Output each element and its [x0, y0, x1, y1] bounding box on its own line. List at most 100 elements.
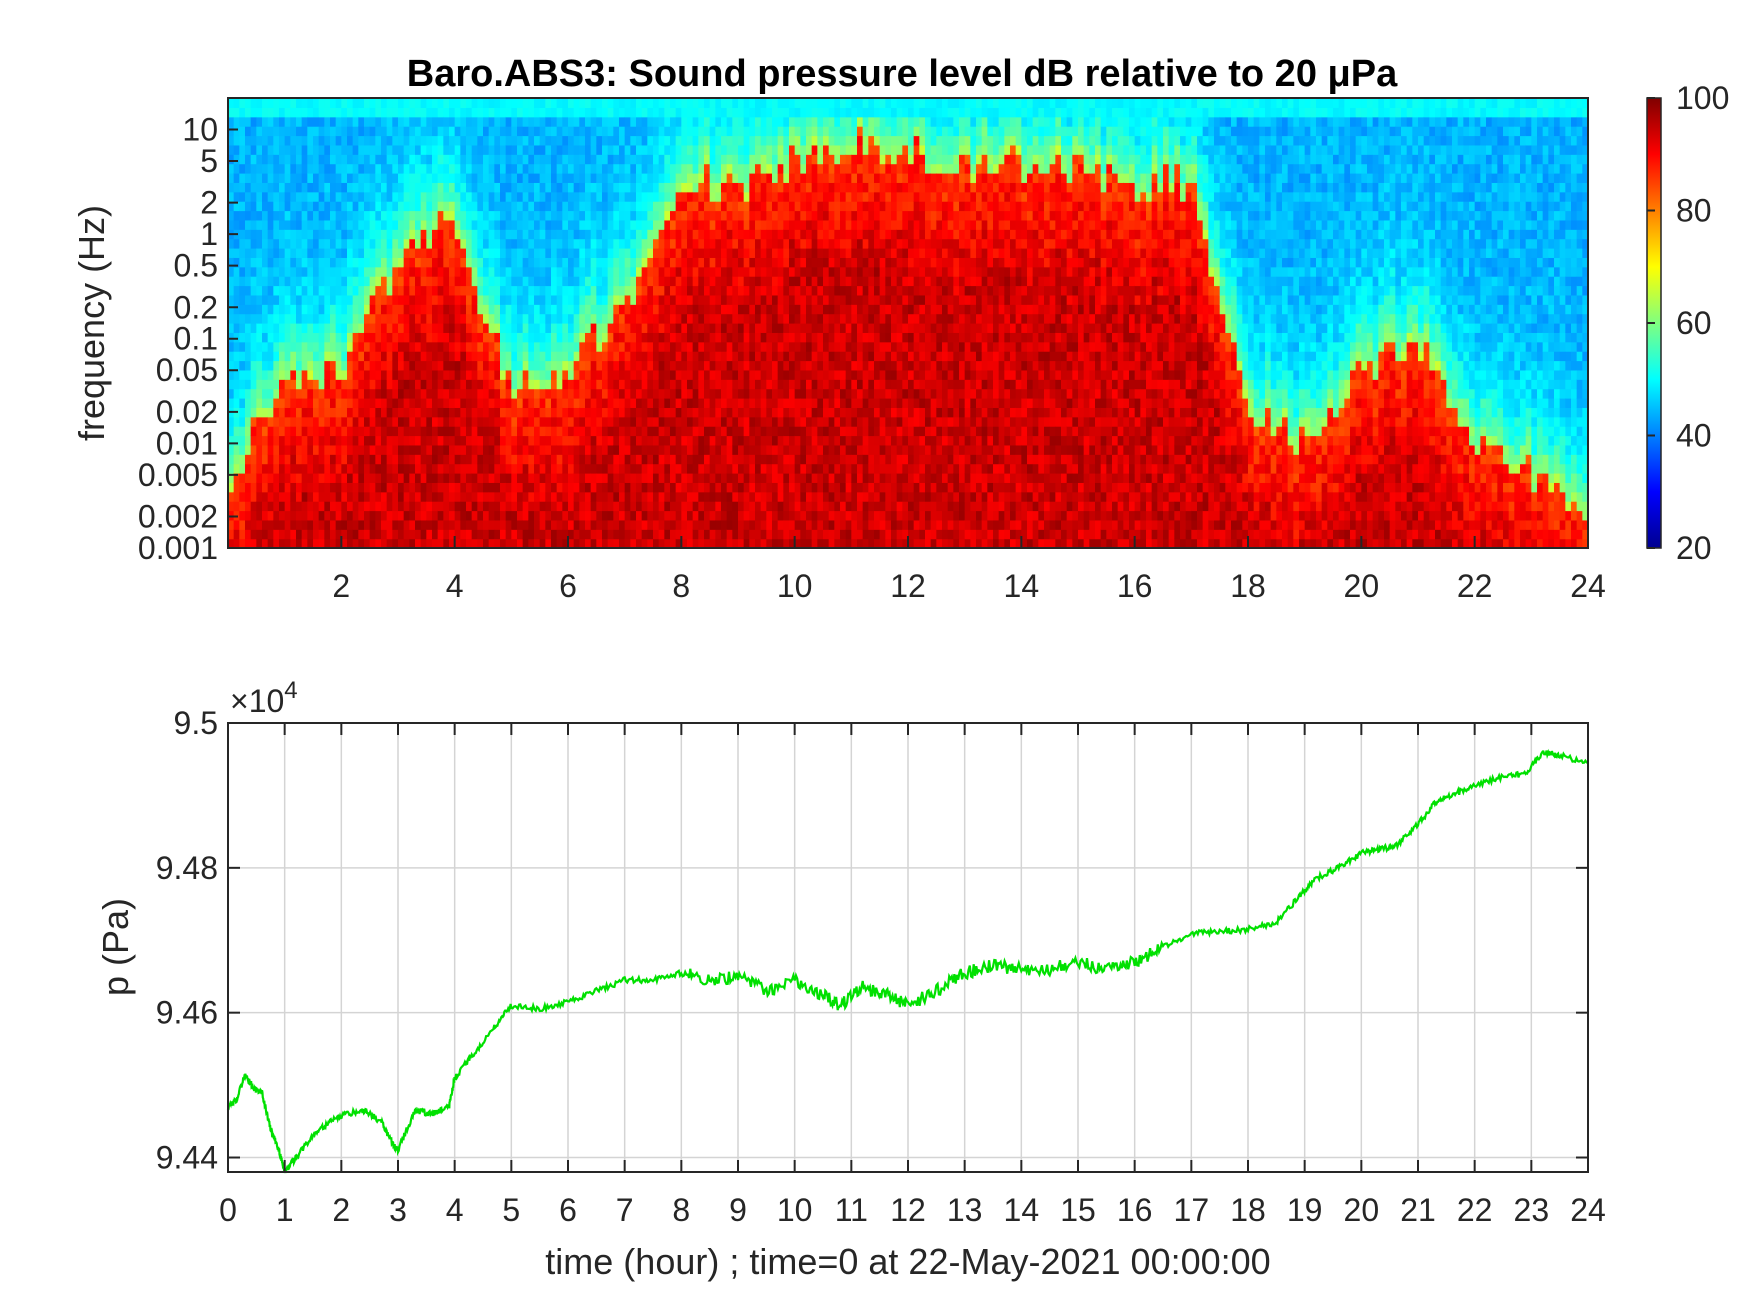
spectrogram-cell [698, 219, 705, 230]
spectrogram-cell [534, 107, 541, 118]
spectrogram-cell [392, 126, 399, 137]
spectrogram-cell [517, 144, 524, 155]
spectrogram-cell [250, 538, 257, 549]
spectrogram-cell [704, 388, 711, 399]
spectrogram-cell [687, 360, 694, 371]
spectrogram-cell [505, 266, 512, 277]
spectrogram-cell [307, 510, 314, 521]
spectrogram-cell [296, 332, 303, 343]
spectrogram-cell [522, 107, 529, 118]
spectrogram-cell [789, 201, 796, 212]
spectrogram-cell [511, 444, 518, 455]
spectrogram-cell [585, 463, 592, 474]
spectrogram-cell [341, 182, 348, 193]
spectrogram-cell [284, 473, 291, 483]
spectrogram-cell [290, 304, 297, 315]
spectrogram-cell [250, 510, 257, 521]
spectrogram-cell [772, 163, 779, 174]
spectrogram-cell [596, 529, 603, 540]
spectrogram-cell [477, 416, 484, 427]
spectrogram-cell [381, 332, 388, 343]
spectrogram-cell [273, 191, 280, 202]
spectrogram-cell [279, 173, 286, 183]
spectrogram-cell [409, 444, 416, 455]
spectrogram-cell [471, 238, 478, 249]
spectrogram-cell [443, 107, 450, 118]
spectrogram-cell [347, 379, 354, 390]
spectrogram-cell [392, 407, 399, 418]
spectrogram-cell [233, 510, 240, 521]
spectrogram-cell [392, 538, 399, 549]
spectrogram-cell [664, 482, 671, 493]
spectrogram-cell [318, 173, 325, 183]
spectrogram-cell [443, 416, 450, 427]
spectrogram-cell [783, 191, 790, 202]
spectrogram-cell [437, 229, 444, 240]
spectrogram-cell [296, 388, 303, 399]
spectrogram-cell [528, 416, 535, 427]
spectrogram-cell [800, 98, 807, 108]
spectrogram-cell [228, 219, 235, 230]
spectrogram-cell [352, 257, 359, 268]
spectrogram-cell [749, 126, 756, 137]
spectrogram-cell [732, 388, 739, 399]
spectrogram-cell [596, 294, 603, 305]
spectrogram-cell [239, 313, 246, 324]
spectrogram-cell [783, 435, 790, 446]
spectrogram-cell [732, 491, 739, 502]
spectrogram-cell [630, 341, 637, 352]
spectrogram-cell [551, 538, 558, 549]
spectrogram-cell [664, 341, 671, 352]
spectrogram-cell [301, 491, 308, 502]
spectrogram-cell [517, 444, 524, 455]
spectrogram-cell [596, 154, 603, 165]
spectrogram-cell [437, 501, 444, 512]
spectrogram-cell [358, 416, 365, 427]
spectrogram-cell [443, 173, 450, 183]
spectrogram-cell [664, 238, 671, 249]
spectrogram-cell [494, 144, 501, 155]
spectrogram-cell [777, 379, 784, 390]
spectrogram-cell [607, 473, 614, 483]
spectrogram-cell [772, 126, 779, 137]
spectrogram-cell [364, 407, 371, 418]
spectrogram-cell [743, 444, 750, 455]
spectrogram-cell [409, 482, 416, 493]
spectrogram-cell [624, 482, 631, 493]
spectrogram-cell [239, 332, 246, 343]
spectrogram-cell [296, 538, 303, 549]
spectrogram-cell [432, 407, 439, 418]
spectrogram-cell [494, 294, 501, 305]
spectrogram-cell [403, 304, 410, 315]
spectrogram-cell [777, 538, 784, 549]
spectrogram-cell [670, 173, 677, 183]
spectrogram-cell [811, 538, 818, 549]
spectrogram-cell [347, 491, 354, 502]
spectrogram-cell [403, 107, 410, 118]
spectrogram-cell [409, 219, 416, 230]
spectrogram-cell [500, 201, 507, 212]
spectrogram-cell [256, 276, 263, 287]
spectrogram-cell [364, 463, 371, 474]
spectrogram-cell [364, 473, 371, 483]
spectrogram-cell [369, 398, 376, 408]
spectrogram-cell [318, 444, 325, 455]
spectrogram-cell [517, 294, 524, 305]
spectrogram-cell [437, 435, 444, 446]
spectrogram-cell [386, 444, 393, 455]
spectrogram-cell [630, 379, 637, 390]
spectrogram-cell [590, 538, 597, 549]
spectrogram-cell [658, 519, 665, 530]
spectrogram-cell [602, 135, 609, 146]
spectrogram-cell [471, 229, 478, 240]
spectrogram-cell [290, 285, 297, 296]
spectrogram-cell [619, 98, 626, 108]
spectrogram-cell [664, 323, 671, 333]
spectrogram-cell [545, 351, 552, 362]
spectrogram-cell [250, 163, 257, 174]
spectrogram-cell [726, 416, 733, 427]
spectrogram-cell [273, 435, 280, 446]
spectrogram-cell [505, 313, 512, 324]
spectrogram-cell [239, 538, 246, 549]
spectrogram-cell [250, 116, 257, 127]
